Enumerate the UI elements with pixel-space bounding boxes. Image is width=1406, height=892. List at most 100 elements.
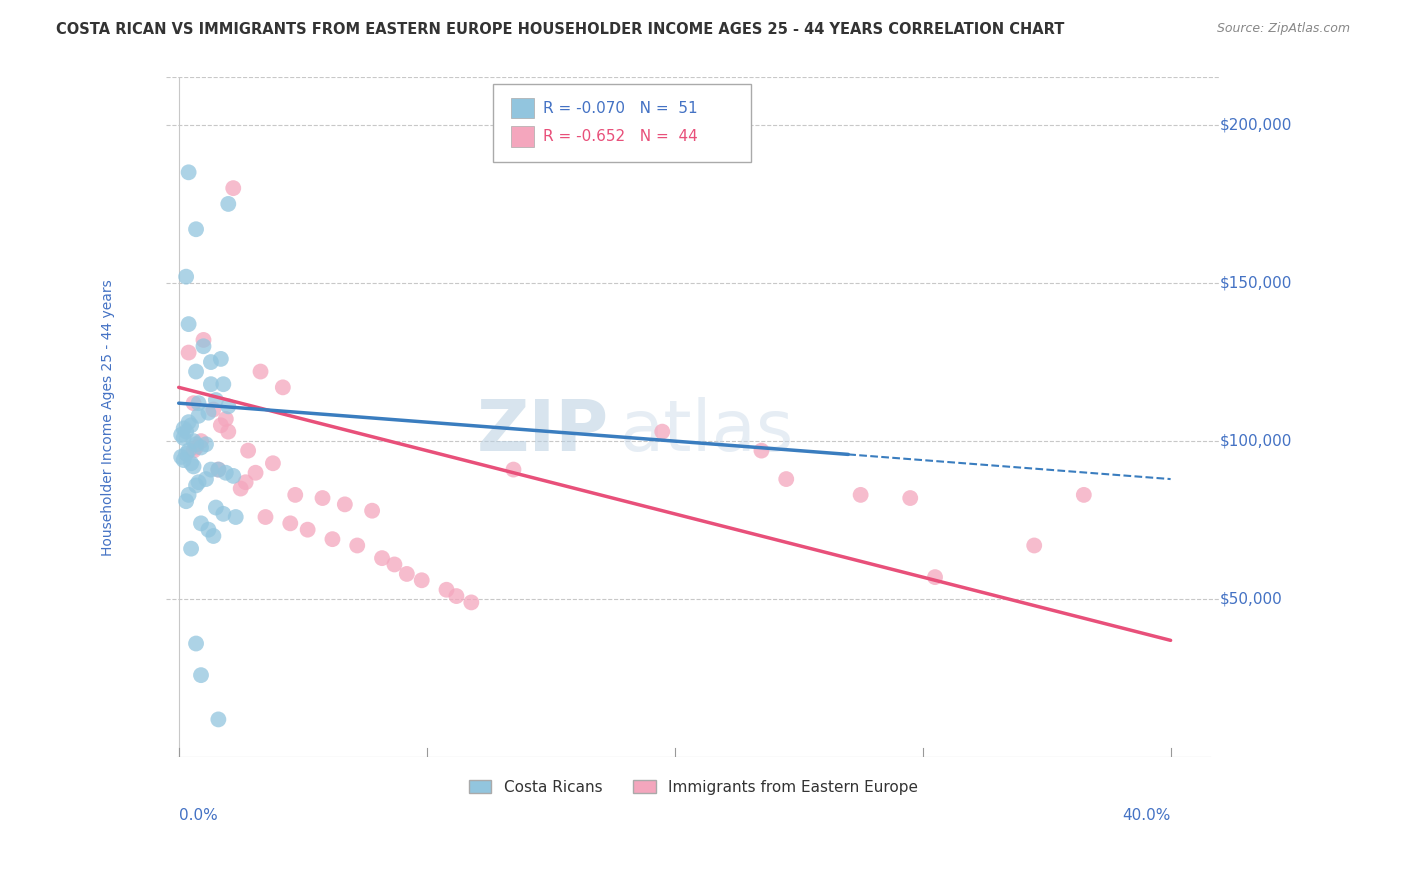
Point [177,415,200,429]
Point [217,400,239,414]
Point [229,482,252,496]
Point [262,456,284,470]
Point [174,494,197,508]
Text: $200,000: $200,000 [1220,118,1292,132]
Point [190,434,212,449]
Point [180,418,202,433]
Text: 40.0%: 40.0% [1122,808,1171,823]
Legend: Costa Ricans, Immigrants from Eastern Europe: Costa Ricans, Immigrants from Eastern Eu… [463,773,924,801]
Point [651,425,673,439]
Point [236,443,259,458]
Text: R = -0.070   N =  51: R = -0.070 N = 51 [543,101,697,116]
Point [183,443,205,458]
Point [183,396,205,410]
Point [193,339,215,353]
Text: Source: ZipAtlas.com: Source: ZipAtlas.com [1216,22,1350,36]
Point [184,222,207,236]
Point [311,491,333,505]
Point [209,351,232,366]
Point [271,380,294,394]
Point [215,412,238,426]
Point [187,396,209,410]
Point [1073,488,1095,502]
Point [197,523,219,537]
Point [190,668,212,682]
Point [209,418,232,433]
Point [177,317,200,331]
Text: ZIP: ZIP [477,397,609,466]
Point [371,551,394,566]
Point [173,431,195,445]
Point [245,466,267,480]
Text: $50,000: $50,000 [1220,591,1282,607]
Point [205,500,228,515]
Point [222,181,245,195]
Point [212,377,235,392]
Text: COSTA RICAN VS IMMIGRANTS FROM EASTERN EUROPE HOUSEHOLDER INCOME AGES 25 - 44 YE: COSTA RICAN VS IMMIGRANTS FROM EASTERN E… [56,22,1064,37]
Point [184,478,207,492]
Point [177,443,200,458]
Point [411,574,433,588]
Point [187,475,209,490]
Point [173,421,195,435]
Point [177,345,200,359]
Point [436,582,458,597]
Point [446,589,468,603]
Point [202,402,225,417]
Point [1024,539,1046,553]
Point [217,425,239,439]
Point [222,469,245,483]
Point [184,441,207,455]
Point [205,392,228,407]
Point [751,443,773,458]
Point [207,462,229,476]
Point [170,427,193,442]
Point [187,409,209,423]
Point [173,453,195,467]
Point [184,636,207,650]
Point [202,529,225,543]
Point [174,425,197,439]
Point [193,333,215,347]
Point [180,541,202,556]
Point [278,516,301,531]
Point [190,441,212,455]
Point [361,504,384,518]
Point [207,713,229,727]
Point [200,355,222,369]
Point [215,466,238,480]
Point [225,510,247,524]
Point [460,595,482,609]
Text: $150,000: $150,000 [1220,276,1292,291]
FancyBboxPatch shape [510,127,534,147]
Point [177,165,200,179]
Point [333,497,356,511]
Point [924,570,946,584]
Text: R = -0.652   N =  44: R = -0.652 N = 44 [543,129,697,145]
Point [849,488,872,502]
Point [177,488,200,502]
Point [212,507,235,521]
Point [174,447,197,461]
Point [502,462,524,476]
Text: $100,000: $100,000 [1220,434,1292,449]
Point [284,488,307,502]
FancyBboxPatch shape [494,84,751,162]
Point [321,532,343,546]
Point [346,539,368,553]
Point [194,472,217,486]
Point [184,437,207,451]
Point [184,365,207,379]
Point [249,365,271,379]
FancyBboxPatch shape [510,98,534,119]
Point [384,558,406,572]
Point [183,459,205,474]
Point [200,377,222,392]
Point [194,437,217,451]
Point [190,516,212,531]
Point [297,523,319,537]
Point [197,406,219,420]
Point [207,462,229,476]
Point [898,491,921,505]
Point [183,434,205,449]
